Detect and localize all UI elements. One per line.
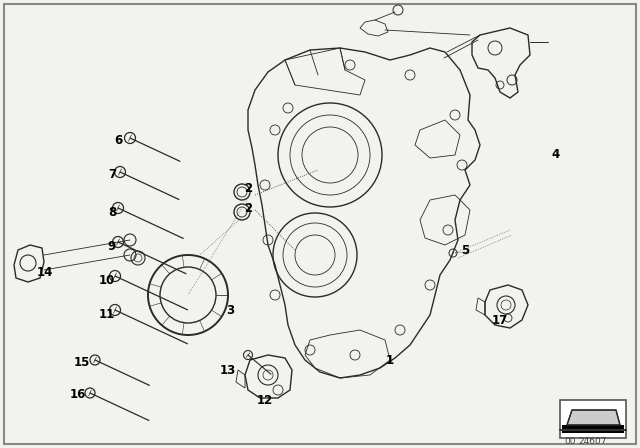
Circle shape — [124, 234, 136, 246]
Text: 15: 15 — [74, 357, 90, 370]
FancyBboxPatch shape — [4, 4, 636, 444]
Circle shape — [85, 388, 95, 398]
Text: 6: 6 — [114, 134, 122, 146]
Text: 14: 14 — [37, 266, 53, 279]
Text: 2: 2 — [244, 202, 252, 215]
Circle shape — [109, 305, 120, 315]
Polygon shape — [567, 410, 620, 425]
Text: 4: 4 — [552, 148, 560, 161]
Text: 12: 12 — [257, 393, 273, 406]
Text: 5: 5 — [461, 244, 469, 257]
FancyBboxPatch shape — [560, 400, 626, 438]
Text: 3: 3 — [226, 303, 234, 316]
Text: 8: 8 — [108, 206, 116, 219]
Circle shape — [109, 271, 120, 281]
Text: 9: 9 — [108, 241, 116, 254]
Circle shape — [243, 350, 253, 359]
Circle shape — [115, 167, 125, 177]
Text: 00: 00 — [564, 438, 576, 447]
Text: 7: 7 — [108, 168, 116, 181]
Circle shape — [125, 133, 136, 143]
Text: 1: 1 — [386, 353, 394, 366]
Circle shape — [113, 202, 124, 214]
Circle shape — [113, 237, 124, 247]
Text: 16: 16 — [70, 388, 86, 401]
Text: 2: 2 — [244, 181, 252, 194]
Circle shape — [124, 249, 136, 261]
Text: 11: 11 — [99, 309, 115, 322]
Text: 24607: 24607 — [579, 438, 607, 447]
Circle shape — [90, 355, 100, 365]
Text: 10: 10 — [99, 273, 115, 287]
Text: 17: 17 — [492, 314, 508, 327]
FancyBboxPatch shape — [562, 425, 624, 433]
Text: 13: 13 — [220, 363, 236, 376]
